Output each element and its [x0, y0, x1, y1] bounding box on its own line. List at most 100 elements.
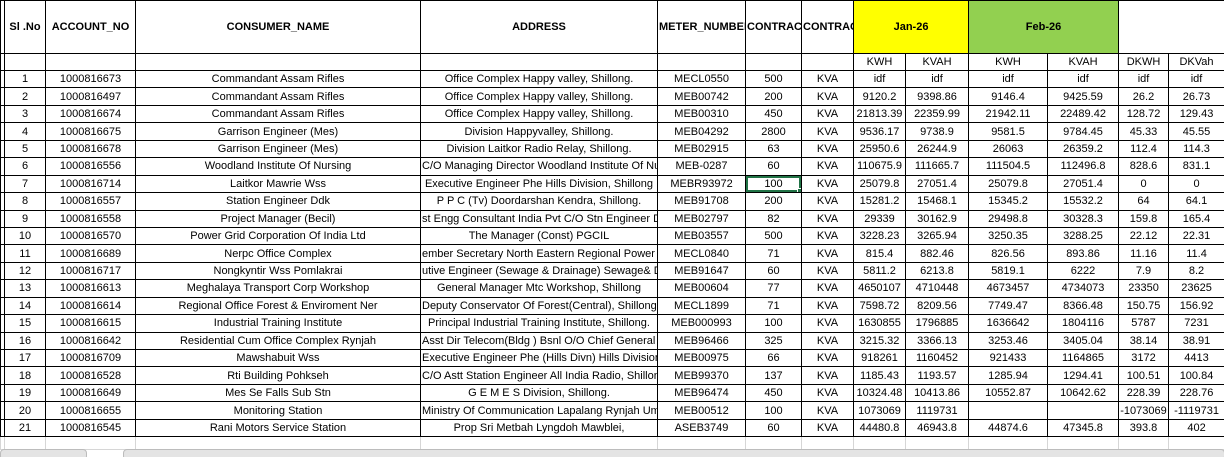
cell[interactable]: MEB00604 — [657, 279, 746, 298]
cell[interactable]: 112.4 — [1118, 139, 1170, 159]
cell[interactable]: KVA — [801, 69, 854, 89]
cell[interactable]: 63 — [745, 139, 802, 159]
cell[interactable]: 9120.2 — [853, 87, 906, 106]
cell[interactable]: 3 — [4, 104, 46, 124]
cell[interactable]: 25950.6 — [853, 139, 906, 159]
cell[interactable]: Commandant Assam Rifles — [135, 104, 421, 124]
cell[interactable]: C/O Astt Station Engineer All India Radi… — [420, 366, 658, 385]
cell[interactable]: Mawshabuit Wss — [135, 348, 421, 368]
cell[interactable]: 1804116 — [1047, 314, 1120, 333]
cell[interactable]: KVA — [801, 157, 854, 176]
cell[interactable]: 7231 — [1168, 314, 1224, 333]
unit-subheader-cell[interactable]: KWH — [853, 53, 906, 71]
cell[interactable]: Division Laitkor Radio Relay, Shillong. — [420, 139, 658, 159]
empty-cell[interactable] — [657, 436, 746, 451]
subheader-empty-cell[interactable] — [4, 53, 46, 71]
horizontal-scrollbar[interactable] — [123, 449, 1224, 457]
cell[interactable]: 4734073 — [1047, 279, 1120, 298]
cell[interactable]: 129.43 — [1168, 104, 1224, 124]
cell[interactable]: 150.75 — [1118, 296, 1170, 316]
cell[interactable]: 12 — [4, 261, 46, 281]
column-header-cell[interactable]: METER_NUMBER — [657, 0, 746, 54]
cell[interactable]: KVA — [801, 401, 854, 420]
cell[interactable]: 5787 — [1118, 314, 1170, 333]
cell[interactable]: Laitkor Mawrie Wss — [135, 174, 421, 194]
cell[interactable]: 11 — [4, 244, 46, 263]
cell[interactable]: 9146.4 — [968, 87, 1049, 106]
cell[interactable]: Executive Engineer Phe (Hills Divn) Hill… — [420, 348, 658, 368]
cell[interactable]: MEB02797 — [657, 209, 746, 228]
column-header-cell[interactable]: CONSUMER_NAME — [135, 0, 421, 54]
cell[interactable]: 21 — [4, 418, 46, 438]
cell[interactable]: 500 — [745, 226, 802, 246]
empty-cell[interactable] — [135, 436, 421, 451]
cell[interactable]: MEB96474 — [657, 383, 746, 403]
cell[interactable]: MEB03557 — [657, 226, 746, 246]
cell[interactable]: idf — [1118, 69, 1170, 89]
cell[interactable]: -1119731 — [1168, 401, 1224, 420]
cell[interactable]: G E M E S Division, Shillong. — [420, 383, 658, 403]
cell[interactable]: Division Happyvalley, Shillong. — [420, 122, 658, 141]
cell[interactable]: Commandant Assam Rifles — [135, 69, 421, 89]
cell[interactable]: 3366.13 — [904, 331, 970, 351]
cell[interactable]: 71 — [745, 296, 802, 316]
cell[interactable]: 9425.59 — [1047, 87, 1120, 106]
cell[interactable]: 27051.4 — [904, 174, 970, 194]
cell[interactable]: 1000816649 — [45, 383, 136, 403]
cell[interactable]: 22489.42 — [1047, 104, 1120, 124]
cell[interactable]: 1000816570 — [45, 226, 136, 246]
cell[interactable]: 1000816675 — [45, 122, 136, 141]
cell[interactable]: 1000816714 — [45, 174, 136, 194]
cell[interactable]: Meghalaya Transport Corp Workshop — [135, 279, 421, 298]
cell[interactable]: idf — [1168, 69, 1224, 89]
cell[interactable]: 1000816673 — [45, 69, 136, 89]
cell[interactable]: idf — [853, 69, 906, 89]
cell[interactable]: MEB00310 — [657, 104, 746, 124]
column-header-cell[interactable]: ACCOUNT_NO — [45, 0, 136, 54]
cell[interactable]: 15532.2 — [1047, 192, 1120, 211]
cell[interactable]: 1000816615 — [45, 314, 136, 333]
cell[interactable]: 1000816528 — [45, 366, 136, 385]
delta-header-spacer[interactable] — [1118, 0, 1224, 54]
cell[interactable] — [968, 401, 1049, 420]
cell[interactable]: 1 — [4, 69, 46, 89]
cell[interactable]: 22.31 — [1168, 226, 1224, 246]
cell[interactable]: 228.39 — [1118, 383, 1170, 403]
cell[interactable]: MEB91647 — [657, 261, 746, 281]
column-header-cell[interactable]: CONTRACT_LOAD_UNIT_NAME — [801, 0, 854, 54]
cell[interactable]: C/O Managing Director Woodland Institute… — [420, 157, 658, 176]
cell[interactable]: 8.2 — [1168, 261, 1224, 281]
month-header-cell[interactable]: Jan-26 — [852, 0, 970, 54]
cell[interactable]: Industrial Training Institute — [135, 314, 421, 333]
cell[interactable]: 5 — [4, 139, 46, 159]
cell[interactable]: Nongkyntir Wss Pomlakrai — [135, 261, 421, 281]
cell[interactable]: 10413.86 — [904, 383, 970, 403]
cell[interactable]: 7.9 — [1118, 261, 1170, 281]
unit-subheader-cell[interactable]: DKWH — [1118, 53, 1170, 71]
cell[interactable]: 44480.8 — [853, 418, 906, 438]
cell[interactable]: 7749.47 — [968, 296, 1049, 316]
cell[interactable]: Garrison Engineer (Mes) — [135, 139, 421, 159]
cell[interactable]: 4650107 — [853, 279, 906, 298]
cell[interactable]: Nerpc Office Complex — [135, 244, 421, 263]
cell[interactable]: 45.33 — [1118, 122, 1170, 141]
cell[interactable]: -1073069 — [1118, 401, 1170, 420]
cell[interactable]: 1000816614 — [45, 296, 136, 316]
cell[interactable]: 7598.72 — [853, 296, 906, 316]
cell[interactable]: 16 — [4, 331, 46, 351]
cell[interactable]: 23625 — [1168, 279, 1224, 298]
cell[interactable]: Project Manager (Becil) — [135, 209, 421, 228]
cell[interactable]: 21942.11 — [968, 104, 1049, 124]
cell[interactable]: 60 — [745, 418, 802, 438]
cell[interactable]: Office Complex Happy valley, Shillong. — [420, 87, 658, 106]
cell[interactable]: KVA — [801, 174, 854, 194]
cell[interactable]: KVA — [801, 104, 854, 124]
cell[interactable]: Asst Dir Telecom(Bldg ) Bsnl O/O Chief G… — [420, 331, 658, 351]
cell[interactable]: 26244.9 — [904, 139, 970, 159]
cell[interactable]: 26.73 — [1168, 87, 1224, 106]
cell[interactable]: ember Secretary North Eastern Regional P… — [420, 244, 658, 263]
cell[interactable]: 6213.8 — [904, 261, 970, 281]
cell[interactable]: 47345.8 — [1047, 418, 1120, 438]
cell[interactable]: st Engg Consultant India Pvt C/O Stn Eng… — [420, 209, 658, 228]
empty-cell[interactable] — [904, 436, 970, 451]
